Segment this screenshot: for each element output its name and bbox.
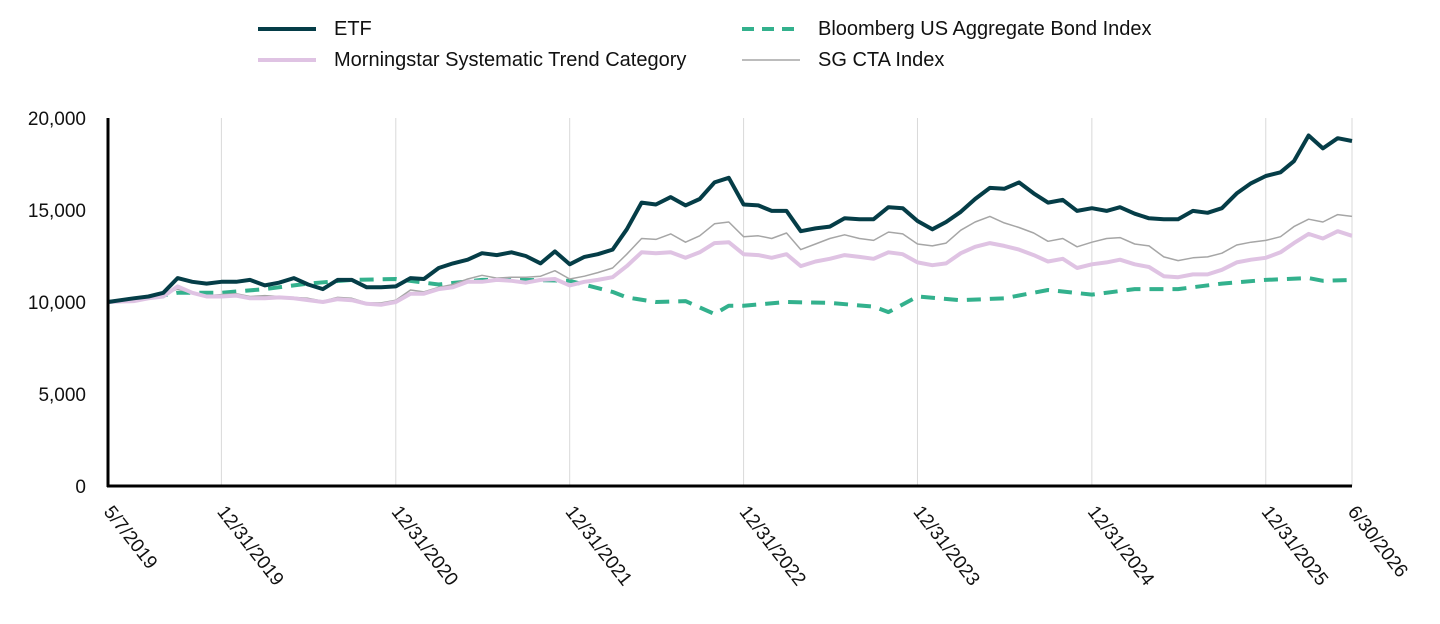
- y-tick-label: 0: [75, 477, 86, 498]
- legend-item-sgcta: SG CTA Index: [740, 45, 944, 75]
- chart-legend: ETF Bloomberg US Aggregate Bond Index Mo…: [256, 14, 1256, 78]
- series-line-morningstar-systematic-trend-category: [107, 229, 1353, 307]
- series-line-bloomberg-us-aggregate-bond-index: [107, 276, 1353, 316]
- x-tick-label: 12/31/2025: [1257, 502, 1332, 590]
- legend-swatch-sgcta: [742, 59, 800, 61]
- legend-item-etf: ETF: [256, 14, 372, 44]
- legend-item-bloomberg: Bloomberg US Aggregate Bond Index: [740, 14, 1152, 44]
- y-tick-label: 20,000: [28, 109, 86, 130]
- x-tick-label: 12/31/2022: [735, 502, 810, 590]
- legend-label-etf: ETF: [334, 17, 372, 40]
- legend-label-bloomberg: Bloomberg US Aggregate Bond Index: [818, 17, 1152, 40]
- x-tick-label: 12/31/2023: [909, 502, 984, 590]
- y-tick-label: 5,000: [38, 385, 86, 406]
- x-tick-label: 12/31/2021: [561, 502, 636, 590]
- y-tick-label: 10,000: [28, 293, 86, 314]
- x-tick-label: 12/31/2019: [212, 502, 287, 590]
- x-tick-label: 5/7/2019: [99, 502, 161, 573]
- x-tick-label: 6/30/2026: [1343, 502, 1412, 582]
- series-line-etf: [107, 133, 1353, 304]
- legend-swatch-etf: [258, 27, 316, 31]
- legend-item-morningstar: Morningstar Systematic Trend Category: [256, 45, 686, 75]
- legend-label-sgcta: SG CTA Index: [818, 48, 945, 71]
- x-tick-label: 12/31/2024: [1083, 502, 1158, 590]
- legend-label-morningstar: Morningstar Systematic Trend Category: [334, 48, 687, 71]
- series-line-sg-cta-index: [107, 213, 1353, 304]
- x-tick-label: 12/31/2020: [387, 502, 462, 590]
- legend-swatch-morningstar: [258, 58, 316, 62]
- y-tick-label: 15,000: [28, 201, 86, 222]
- legend-swatch-bloomberg: [742, 27, 800, 31]
